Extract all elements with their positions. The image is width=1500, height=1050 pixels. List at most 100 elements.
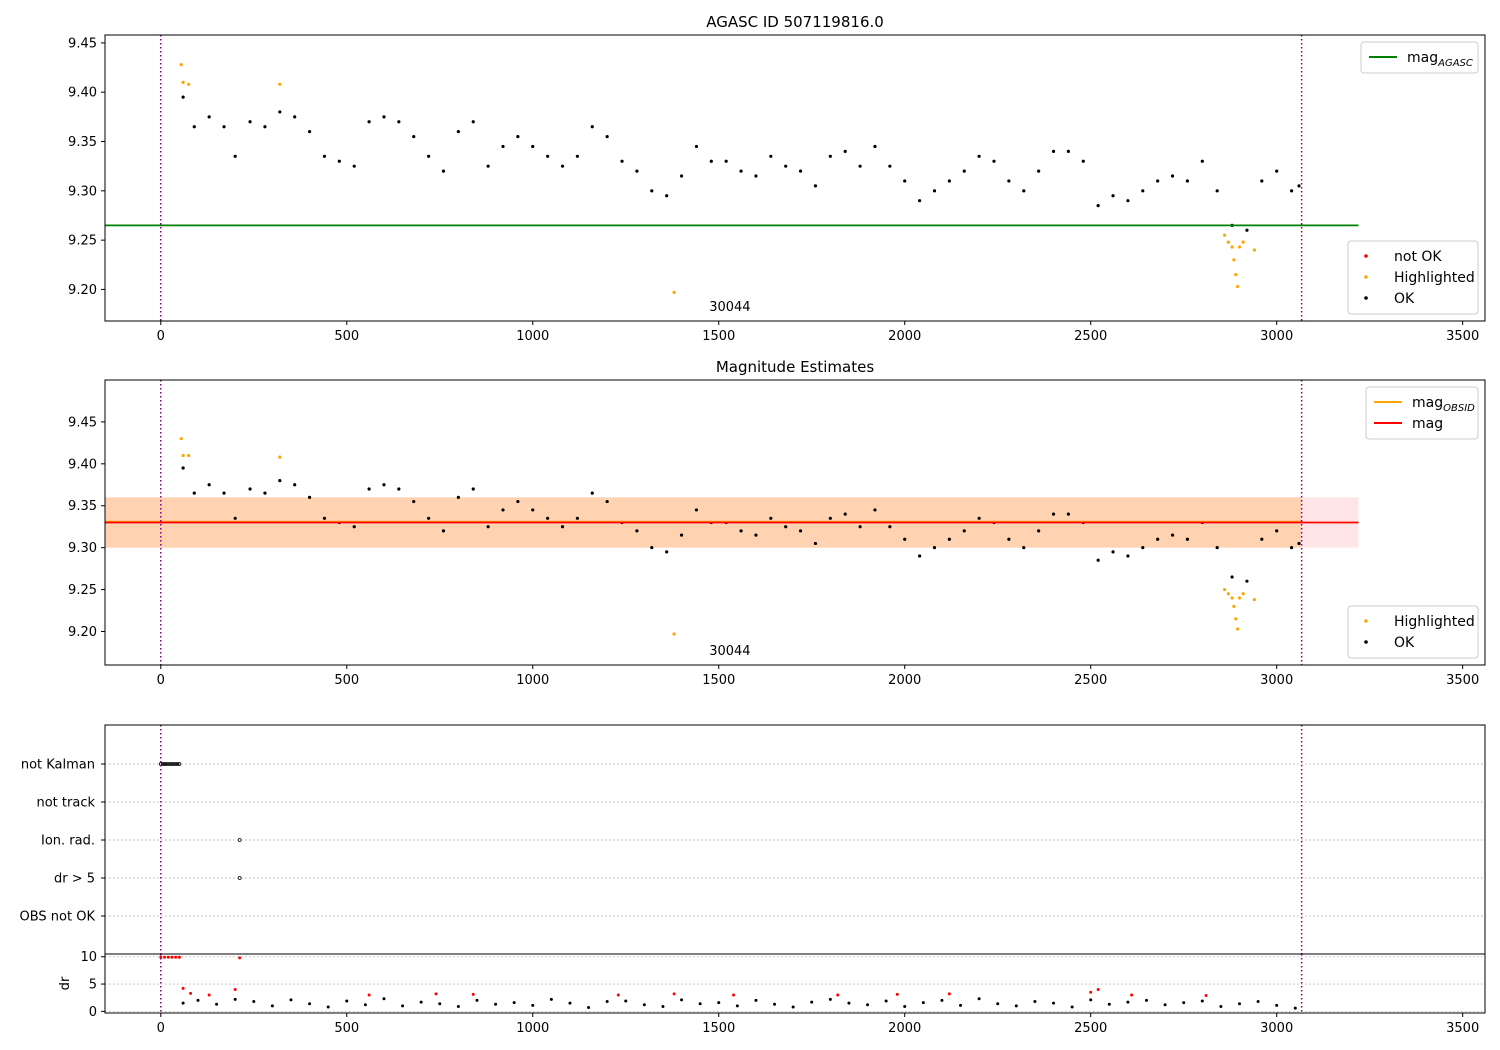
y-tick-label: 9.30: [68, 541, 97, 556]
point-ok: [977, 997, 981, 1001]
point-ok: [754, 998, 758, 1002]
point-highlighted: [1237, 245, 1242, 249]
point-highlighted: [187, 453, 191, 458]
point-ok: [560, 525, 565, 529]
point-highlighted: [1236, 284, 1240, 289]
flag-marker: [175, 762, 180, 766]
point-highlighted: [1230, 596, 1234, 600]
x-tick-label: 3500: [1446, 1021, 1479, 1036]
legend-point-swatch: [1364, 296, 1368, 300]
legend-label-name: mag: [1412, 395, 1443, 411]
point-ok: [1245, 228, 1249, 232]
point-ok: [1014, 1004, 1018, 1008]
point-ok: [605, 1000, 609, 1004]
point-ok: [650, 546, 654, 550]
point-ok: [947, 537, 951, 541]
point-ok: [884, 999, 888, 1003]
legend-label-name: mag: [1412, 416, 1443, 432]
flag-marker: [160, 762, 165, 766]
point-not-ok: [471, 992, 475, 996]
point-ok: [605, 499, 609, 504]
point-ok: [512, 1001, 516, 1005]
legend-label-name: mag: [1407, 50, 1438, 66]
point-ok: [784, 164, 788, 168]
point-ok: [754, 174, 758, 178]
point-ok: [456, 130, 460, 134]
legend-point-swatch: [1364, 275, 1368, 279]
point-highlighted: [1223, 233, 1227, 237]
point-ok: [322, 516, 327, 520]
x-tick-label: 3000: [1260, 329, 1293, 344]
panel-magnitude-estimates: 30044 0 500 1000 1500 2000 2500 3000 3500 9.20 9.2…: [68, 358, 1486, 688]
point-highlighted: [1234, 273, 1238, 277]
x-tick-label: 1500: [702, 1021, 735, 1036]
point-highlighted: [1241, 592, 1245, 596]
point-ok: [888, 164, 892, 168]
point-ok: [798, 529, 803, 533]
point-ok: [1022, 189, 1026, 193]
point-ok: [546, 516, 550, 520]
point-ok: [791, 1005, 795, 1009]
point-ok: [866, 1003, 870, 1007]
point-ok: [1200, 159, 1204, 163]
point-ok: [575, 516, 579, 520]
legend-label-name: Highlighted: [1394, 270, 1475, 286]
point-ok: [471, 120, 475, 124]
point-ok: [962, 529, 966, 533]
point-ok: [252, 1000, 256, 1004]
point-ok: [724, 159, 728, 163]
point-ok: [1066, 149, 1070, 153]
point-ok: [352, 164, 356, 168]
point-ok: [441, 529, 446, 533]
point-highlighted: [1223, 587, 1227, 592]
point-highlighted: [1241, 240, 1245, 244]
point-ok: [784, 525, 788, 529]
point-ok: [590, 491, 594, 495]
point-ok: [233, 154, 237, 158]
point-ok: [992, 159, 996, 163]
point-not-ok: [732, 993, 736, 997]
point-highlighted: [187, 82, 191, 86]
x-tick-label: 1000: [516, 329, 549, 344]
point-highlighted: [1237, 596, 1242, 600]
point-ok: [1297, 541, 1301, 546]
point-ok: [363, 1003, 367, 1007]
point-ok: [709, 159, 713, 163]
x-tick-label: 2500: [1074, 673, 1107, 688]
legend-label: not OK: [1394, 249, 1442, 265]
point-not-ok: [233, 988, 237, 992]
point-ok: [858, 164, 862, 168]
point-ok: [932, 189, 937, 193]
legend-label-name: Highlighted: [1394, 614, 1475, 630]
point-highlighted: [1226, 240, 1230, 244]
category-label: Ion. rad.: [41, 834, 95, 849]
x-tick-label: 1500: [702, 329, 735, 344]
point-ok: [773, 1002, 777, 1006]
point-ok: [587, 1006, 591, 1010]
point-ok: [735, 1004, 739, 1008]
legend-label: magOBSID: [1412, 395, 1475, 414]
legend-box: [1360, 41, 1479, 74]
point-ok: [798, 169, 803, 173]
flag-marker: [164, 762, 169, 766]
panel-title: AGASC ID 507119816.0: [706, 13, 884, 31]
point-not-ok: [163, 955, 167, 959]
point-ok: [1156, 537, 1160, 541]
point-ok: [1275, 1003, 1279, 1007]
point-ok: [813, 541, 818, 546]
point-not-ok: [1096, 988, 1100, 992]
flag-marker: [166, 762, 171, 766]
point-ok: [401, 1004, 405, 1008]
point-ok: [873, 508, 877, 512]
legend-label: OK: [1394, 291, 1415, 307]
point-ok: [1081, 159, 1085, 163]
point-ok: [903, 537, 907, 541]
y-tick-label: 9.30: [68, 184, 97, 199]
legend-label: OK: [1394, 635, 1415, 651]
point-ok: [1126, 1000, 1130, 1004]
point-ok: [1219, 1004, 1223, 1008]
legend-label-name: OK: [1394, 635, 1415, 651]
point-ok: [1141, 546, 1145, 550]
y-tick-label: 9.35: [68, 135, 97, 150]
point-ok: [1182, 1001, 1186, 1005]
